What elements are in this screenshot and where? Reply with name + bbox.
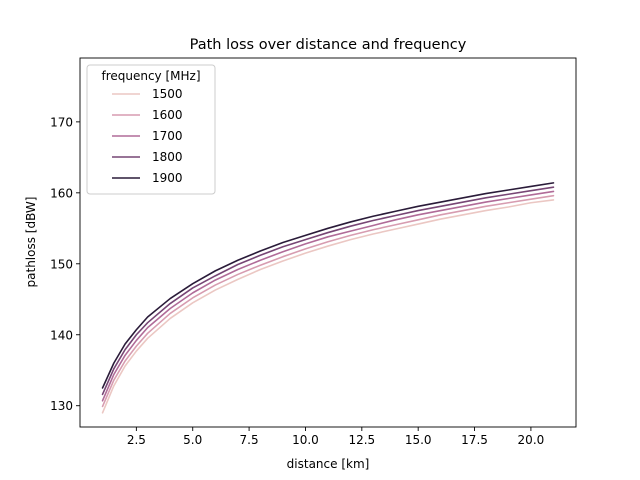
x-axis: 2.5 5.0 7.5 10.0 12.5 15.0 17.5 20.0	[127, 427, 544, 447]
x-tick-label: 5.0	[183, 433, 202, 447]
chart-title: Path loss over distance and frequency	[190, 37, 467, 53]
y-axis: 130 140 150 160 170	[50, 115, 80, 413]
x-tick-label: 7.5	[240, 433, 259, 447]
legend-items: 1500 1600 1700 1800 1900	[112, 87, 183, 185]
y-tick-label: 150	[50, 257, 73, 271]
legend-label-1500: 1500	[152, 87, 183, 101]
y-tick-label: 170	[50, 115, 73, 129]
legend-box	[86, 64, 216, 195]
y-tick-label: 140	[50, 328, 73, 342]
legend-label-1900: 1900	[152, 171, 183, 185]
series-line-1700	[101, 190, 555, 402]
legend: frequency [MHz] 1500 1600 1700 1800 1900	[86, 64, 216, 195]
x-tick-label: 10.0	[292, 433, 319, 447]
series-layer	[101, 182, 555, 414]
x-tick-label: 15.0	[405, 433, 432, 447]
series-line-1800	[101, 186, 555, 396]
y-axis-label: pathloss [dBW]	[24, 197, 38, 288]
x-tick-label: 12.5	[348, 433, 375, 447]
plot-frame	[79, 57, 577, 428]
legend-label-1600: 1600	[152, 108, 183, 122]
x-tick-label: 17.5	[461, 433, 488, 447]
series-line-1600	[101, 194, 555, 408]
y-tick-label: 160	[50, 186, 73, 200]
legend-label-1800: 1800	[152, 150, 183, 164]
x-tick-label: 2.5	[127, 433, 146, 447]
x-axis-label: distance [km]	[287, 457, 370, 471]
x-tick-label: 20.0	[518, 433, 545, 447]
legend-title: frequency [MHz]	[101, 69, 200, 83]
legend-label-1700: 1700	[152, 129, 183, 143]
y-tick-label: 130	[50, 399, 73, 413]
series-line-1500	[101, 199, 555, 414]
series-line-1900	[101, 182, 555, 389]
